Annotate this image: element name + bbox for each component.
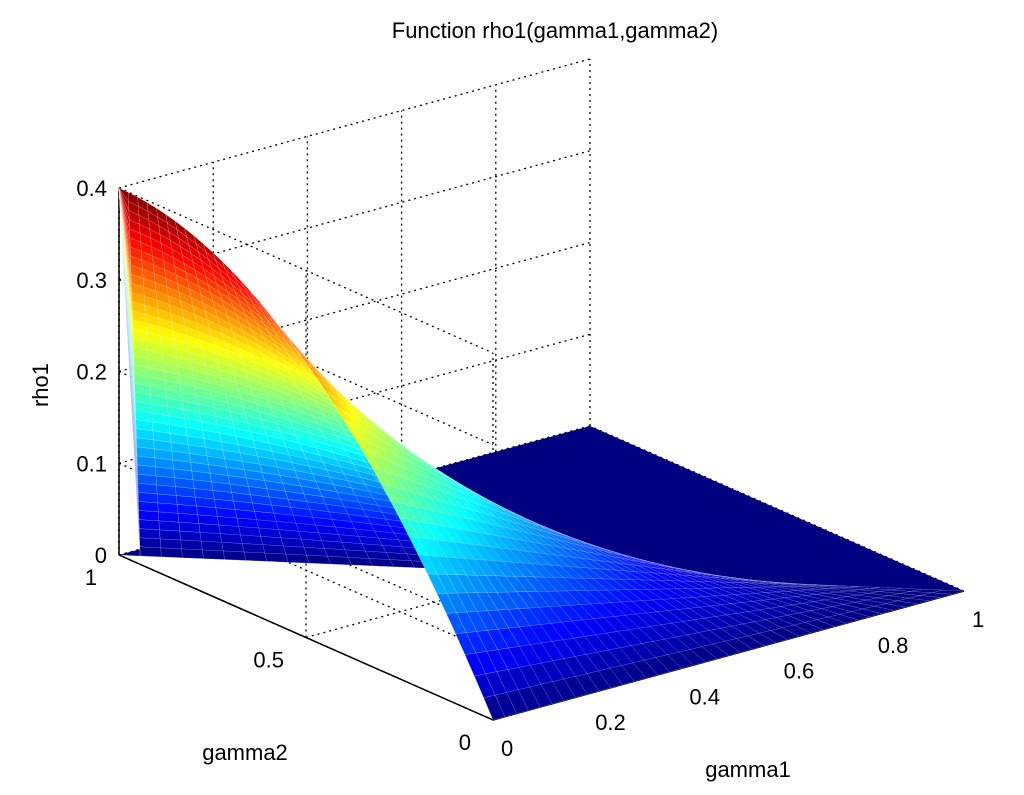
surface-patch	[242, 543, 265, 554]
surface-patch	[178, 522, 201, 533]
surface-patch	[160, 547, 183, 558]
chart-title: Function rho1(gamma1,gamma2)	[392, 18, 718, 43]
labels: Function rho1(gamma1,gamma2) gamma1 gamm…	[28, 18, 984, 782]
x-tick-label: 0	[501, 736, 513, 761]
surface-patch	[138, 510, 160, 521]
x-tick-label: 0.8	[878, 633, 909, 658]
surface-patch	[137, 492, 158, 503]
surface-patch	[218, 524, 241, 536]
z-tick-label: 0.2	[76, 360, 107, 385]
x-tick-label: 0.2	[595, 710, 626, 735]
surface-patch	[179, 530, 202, 542]
surface-patch	[285, 553, 310, 564]
surface-patch	[139, 537, 161, 548]
surface-patch	[240, 534, 263, 545]
z-tick-label: 0.4	[76, 176, 107, 201]
x-tick-label: 1	[972, 607, 984, 632]
surface-patch	[157, 502, 179, 514]
surface-patch	[199, 532, 222, 543]
surface-patch	[262, 544, 286, 555]
y-tick-label: 0.5	[253, 648, 284, 673]
surface-patch	[220, 533, 243, 544]
y-axis-label: gamma2	[202, 740, 288, 765]
z-tick-label: 0.3	[76, 268, 107, 293]
surface-patch	[306, 554, 331, 565]
surface-patch	[181, 548, 204, 559]
surface-patch	[198, 523, 221, 534]
surface-patch	[327, 556, 352, 566]
x-axis-label: gamma1	[705, 757, 791, 782]
surface-patch	[347, 557, 373, 566]
surface-patch	[223, 550, 246, 561]
z-axis-label: rho1	[28, 363, 53, 407]
surface-patch	[118, 187, 129, 202]
y-tick-label: 1	[85, 565, 97, 590]
surface-patch	[283, 545, 307, 556]
surface-patch	[159, 538, 182, 549]
surface-patch	[202, 549, 225, 560]
surface-patch	[201, 540, 224, 552]
surface-patch	[139, 546, 162, 557]
surface-patch	[177, 513, 199, 524]
x-tick-label: 0.6	[784, 659, 815, 684]
z-tick-label: 0	[95, 543, 107, 568]
grid-line	[118, 58, 591, 189]
y-tick-label: 0	[459, 730, 471, 755]
surface-patch	[138, 501, 159, 512]
surface-patch	[158, 520, 180, 532]
surface-patch	[243, 551, 268, 562]
surface-patch	[158, 511, 179, 523]
surface-patch	[159, 529, 181, 541]
surface-patch	[137, 483, 158, 495]
surface-patch	[138, 519, 160, 530]
surface-patch	[221, 542, 245, 553]
surface-patch	[139, 528, 161, 539]
surface-patch	[264, 552, 289, 563]
x-tick-label: 0.4	[689, 684, 720, 709]
surface-patch	[180, 539, 203, 550]
surface-mesh	[118, 187, 965, 721]
z-tick-label: 0.1	[76, 451, 107, 476]
y-axis-line	[118, 554, 494, 721]
